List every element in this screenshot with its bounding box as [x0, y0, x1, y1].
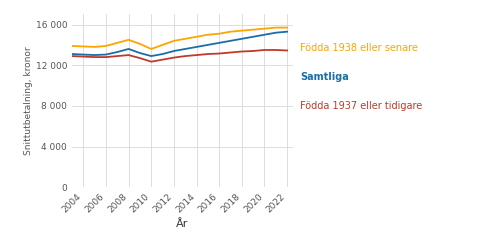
Text: Samtliga: Samtliga	[300, 72, 349, 82]
Y-axis label: Snittutbetalning, kronor: Snittutbetalning, kronor	[24, 47, 33, 155]
X-axis label: År: År	[176, 219, 189, 229]
Text: Födda 1938 eller senare: Födda 1938 eller senare	[300, 43, 418, 53]
Text: Födda 1937 eller tidigare: Födda 1937 eller tidigare	[300, 101, 422, 111]
